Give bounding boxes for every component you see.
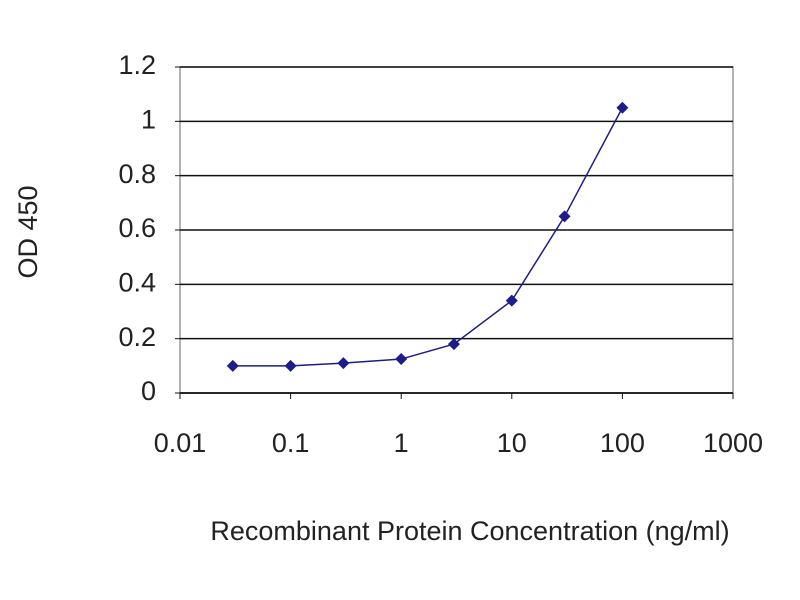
x-tick-label: 1 [394, 428, 409, 458]
x-tick-label: 10 [497, 428, 527, 458]
y-tick-label: 0.8 [118, 159, 156, 189]
y-tick-label: 1 [141, 104, 156, 134]
y-tick-label: 0.2 [118, 322, 156, 352]
x-tick-label: 0.1 [272, 428, 310, 458]
data-point [505, 294, 518, 307]
y-tick-label: 1.2 [118, 50, 156, 80]
data-point [616, 101, 629, 114]
data-point [226, 359, 239, 372]
data-point [337, 357, 350, 370]
y-axis-label: OD 450 [13, 185, 43, 278]
y-tick-label: 0.6 [118, 213, 156, 243]
x-tick-label: 100 [600, 428, 645, 458]
data-point [284, 359, 297, 372]
data-point [447, 338, 460, 351]
x-axis-label: Recombinant Protein Concentration (ng/ml… [210, 516, 729, 546]
x-tick-label: 0.01 [154, 428, 207, 458]
x-tick-label: 1000 [703, 428, 763, 458]
series-line [232, 107, 624, 367]
y-tick-label: 0.4 [118, 267, 156, 297]
data-point [395, 353, 408, 366]
y-tick-label: 0 [141, 376, 156, 406]
data-point [558, 210, 571, 223]
